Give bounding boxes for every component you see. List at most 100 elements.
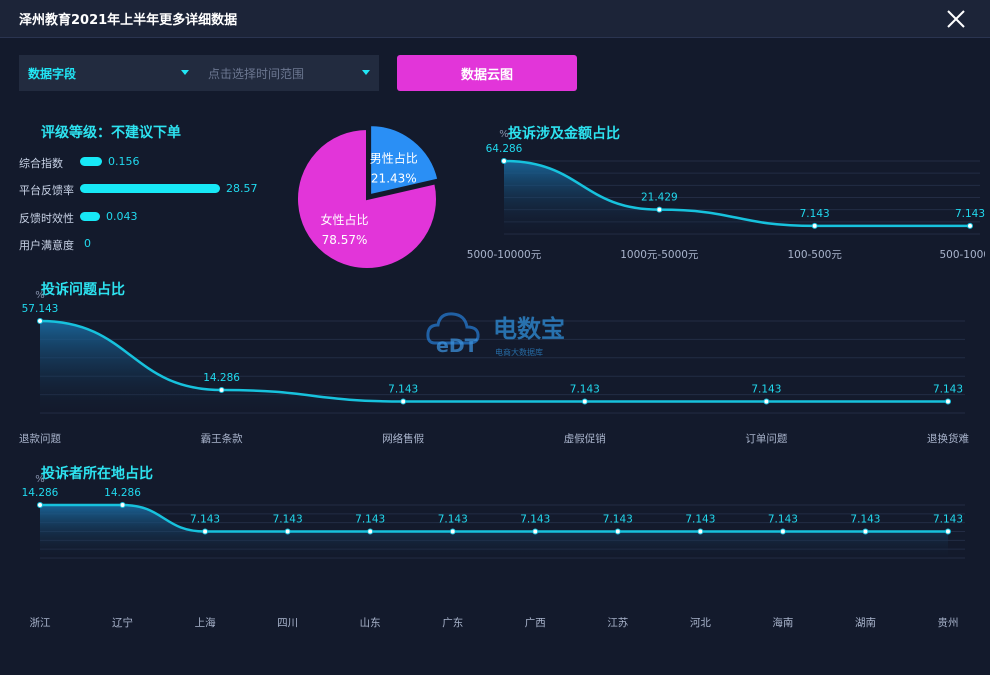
data-point	[367, 528, 374, 535]
field-select[interactable]: 数据字段	[19, 55, 199, 91]
data-point	[37, 502, 43, 508]
rating-bar	[80, 212, 100, 221]
category-label: 100-500元	[787, 249, 842, 261]
data-label: 7.143	[355, 514, 385, 526]
category-label: 贵州	[938, 616, 959, 629]
rating-value: 28.57	[226, 182, 258, 195]
category-label: 500-1000元	[939, 249, 985, 261]
series-line	[39, 503, 948, 533]
close-icon[interactable]	[944, 7, 968, 31]
data-label: 7.143	[685, 514, 715, 526]
data-point	[119, 502, 126, 508]
watermark-subtitle: 电商大数据库	[495, 347, 543, 357]
data-label: 14.286	[22, 487, 59, 499]
filter-bar: 数据字段 点击选择时间范围	[19, 55, 379, 91]
category-label: 网络售假	[382, 432, 424, 445]
series-line	[503, 159, 970, 228]
data-point	[532, 528, 539, 535]
rating-value: 0.043	[106, 210, 138, 223]
rating-label: 综合指数	[19, 157, 63, 170]
pie-slice	[296, 127, 438, 270]
data-label: 21.429	[641, 192, 678, 204]
data-point	[862, 528, 869, 535]
chevron-down-icon	[362, 70, 370, 75]
data-label: 7.143	[438, 514, 468, 526]
data-label: 7.143	[768, 514, 798, 526]
data-point	[945, 398, 951, 405]
category-label: 浙江	[30, 617, 51, 629]
rating-label: 用户满意度	[19, 239, 74, 252]
issue-area-chart: % 57.143 退款问题 14.286 霸王条款 7.143 网络售假 7.143 虚假促销 7…	[19, 290, 969, 445]
axis-unit: %	[35, 290, 45, 301]
pie-slice-value: 21.43%	[371, 171, 417, 185]
series-line	[39, 319, 948, 403]
rating-value: 0.156	[108, 155, 140, 168]
data-point	[697, 528, 704, 535]
category-label: 上海	[195, 616, 216, 629]
data-label: 7.143	[850, 514, 880, 526]
data-point	[284, 528, 291, 535]
data-label: 7.143	[273, 514, 303, 526]
watermark-brand: 电数宝	[493, 315, 565, 343]
data-label: 7.143	[570, 383, 600, 395]
category-label: 山东	[360, 616, 381, 629]
data-label: 7.143	[190, 514, 220, 526]
category-label: 霸王条款	[201, 432, 243, 445]
data-point	[581, 398, 588, 405]
data-point	[763, 398, 770, 405]
data-label: 7.143	[388, 383, 418, 395]
data-point	[945, 528, 951, 535]
gender-pie-chart: 男性占比 21.43% 女性占比 78.57%	[296, 124, 440, 270]
area-fill	[504, 161, 970, 234]
pie-slice-label: 男性占比	[370, 150, 418, 165]
watermark-logo-text: eDT	[436, 335, 478, 357]
category-label: 退款问题	[19, 432, 61, 445]
data-label: 7.143	[800, 208, 830, 220]
data-point	[449, 528, 456, 535]
rating-label: 平台反馈率	[19, 184, 74, 197]
category-label: 退换货难	[927, 432, 969, 445]
category-label: 订单问题	[745, 432, 787, 445]
data-point	[779, 528, 786, 535]
data-label: 7.143	[751, 383, 781, 395]
time-range-placeholder: 点击选择时间范围	[208, 67, 305, 81]
data-label: 7.143	[603, 514, 633, 526]
data-label: 64.286	[486, 143, 523, 155]
edt-watermark-logo: eDT 电数宝 电商大数据库	[426, 312, 565, 357]
rating-bar	[80, 157, 102, 166]
amount-area-chart: % 64.286 5000-10000元 21.429 1000元-5000元 7.143…	[467, 129, 985, 261]
category-label: 江苏	[607, 616, 628, 629]
axis-unit: %	[499, 129, 509, 140]
data-cloud-button[interactable]: 数据云图	[397, 55, 577, 91]
region-chart-title: 投诉者所在地占比	[41, 466, 153, 482]
data-point	[37, 318, 43, 324]
field-select-value: 数据字段	[28, 67, 77, 81]
data-point	[614, 528, 621, 535]
pie-slice-value: 78.57%	[322, 233, 368, 247]
category-label: 5000-10000元	[467, 249, 542, 261]
category-label: 河北	[690, 617, 711, 629]
pie-slice	[369, 124, 440, 197]
rating-bar	[80, 184, 220, 193]
time-range-select[interactable]: 点击选择时间范围	[199, 55, 379, 91]
rating-label: 反馈时效性	[19, 212, 74, 225]
data-label: 57.143	[22, 303, 59, 315]
area-fill	[40, 321, 948, 413]
data-label: 14.286	[203, 372, 240, 384]
data-label: 7.143	[933, 383, 963, 395]
data-point	[501, 158, 507, 164]
data-point	[400, 398, 407, 405]
data-label: 14.286	[104, 487, 141, 499]
category-label: 辽宁	[112, 616, 133, 629]
pie-slice-label: 女性占比	[321, 212, 369, 227]
axis-unit: %	[35, 474, 45, 485]
category-label: 广东	[442, 616, 463, 629]
data-label: 7.143	[955, 208, 985, 220]
data-label: 7.143	[933, 514, 963, 526]
data-point	[656, 206, 663, 213]
chevron-down-icon	[181, 70, 189, 75]
amount-chart-title: 投诉涉及金额占比	[508, 126, 620, 142]
rating-title: 评级等级：不建议下单	[41, 125, 181, 141]
category-label: 广西	[525, 617, 546, 629]
window-title: 泽州教育2021年上半年更多详细数据	[19, 13, 238, 28]
